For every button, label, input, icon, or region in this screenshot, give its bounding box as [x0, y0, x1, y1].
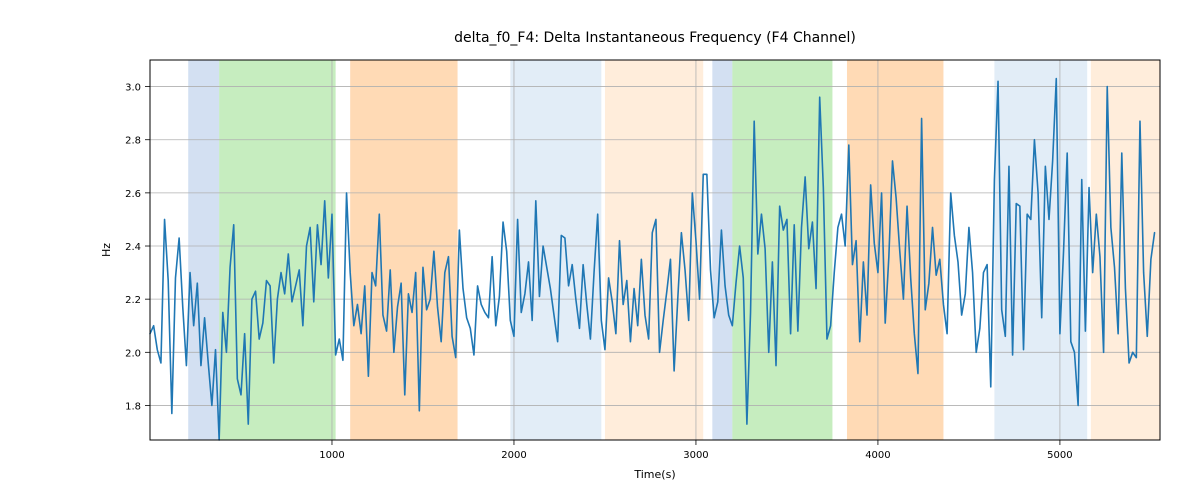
band-1 — [219, 60, 335, 440]
ytick-label: 1.8 — [125, 401, 141, 412]
xtick-label: 5000 — [1047, 450, 1072, 461]
ytick-label: 2.0 — [125, 348, 141, 359]
band-3 — [510, 60, 601, 440]
band-8 — [994, 60, 1087, 440]
band-9 — [1091, 60, 1160, 440]
chart-container: 1000 2000 3000 4000 5000 1.8 2.0 2.2 2.4 2.6 2.8 3.… — [0, 0, 1200, 500]
ytick-label: 2.2 — [125, 295, 141, 306]
y-axis-label: Hz — [100, 243, 113, 257]
xtick-label: 1000 — [319, 450, 344, 461]
xtick-label: 4000 — [865, 450, 890, 461]
chart-title: delta_f0_F4: Delta Instantaneous Frequen… — [454, 30, 856, 46]
x-axis-label: Time(s) — [633, 468, 675, 481]
line-chart: 1000 2000 3000 4000 5000 1.8 2.0 2.2 2.4 2.6 2.8 3.… — [0, 0, 1200, 500]
xtick-label: 2000 — [501, 450, 526, 461]
xtick-label: 3000 — [683, 450, 708, 461]
ytick-label: 2.8 — [125, 136, 141, 147]
ytick-label: 3.0 — [125, 83, 141, 94]
band-7 — [847, 60, 943, 440]
ytick-label: 2.6 — [125, 189, 141, 200]
background-bands — [188, 60, 1160, 440]
ytick-label: 2.4 — [125, 242, 141, 253]
band-0 — [188, 60, 219, 440]
